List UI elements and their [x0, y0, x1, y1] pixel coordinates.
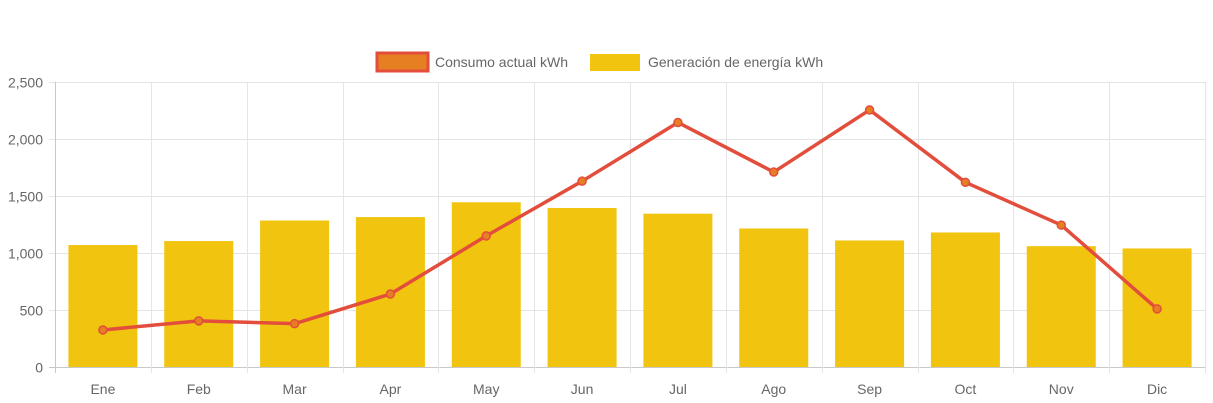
point-consumo[interactable] [577, 176, 587, 186]
point-consumo[interactable] [194, 316, 204, 326]
bar-generacion[interactable] [1026, 246, 1096, 367]
x-tick-label: Oct [955, 381, 977, 397]
point-consumo[interactable] [98, 325, 108, 335]
point-consumo[interactable] [673, 117, 683, 128]
generation-bars [68, 202, 1192, 367]
y-tick-label: 0 [35, 360, 43, 376]
grid [49, 82, 1206, 373]
legend-item-consumo[interactable]: Consumo actual kWh [375, 51, 568, 73]
bar-generacion[interactable] [260, 220, 330, 367]
x-tick-label: Nov [1049, 381, 1074, 397]
y-tick-label: 1,500 [8, 189, 43, 205]
axes: 0 500 1,000 1,500 2,000 2,500 Ene Feb Mar Apr May J… [8, 75, 1167, 398]
consumption-line [98, 105, 1162, 335]
bar-generacion[interactable] [835, 240, 905, 367]
legend-swatch-generacion [590, 54, 640, 71]
legend-label-consumo: Consumo actual kWh [435, 54, 568, 70]
x-tick-label: Jun [571, 381, 594, 397]
point-consumo[interactable] [1056, 220, 1066, 230]
x-tick-label: May [473, 381, 499, 397]
point-consumo[interactable] [864, 105, 875, 115]
point-consumo[interactable] [769, 167, 779, 177]
point-consumo[interactable] [1152, 304, 1162, 314]
legend-label-generacion: Generación de energía kWh [648, 54, 823, 70]
legend: Consumo actual kWh Generación de energía… [375, 51, 823, 73]
y-tick-label: 2,500 [8, 75, 43, 91]
x-tick-label: Dic [1147, 381, 1167, 397]
bar-generacion[interactable] [164, 241, 234, 367]
bar-generacion[interactable] [547, 207, 617, 367]
point-consumo[interactable] [385, 289, 396, 299]
x-tick-label: Feb [187, 381, 211, 397]
bar-generacion[interactable] [930, 232, 1000, 367]
bar-generacion[interactable] [68, 245, 138, 367]
y-tick-label: 500 [20, 303, 44, 319]
x-tick-label: Ene [90, 381, 115, 397]
y-tick-label: 2,000 [8, 132, 43, 148]
bar-generacion[interactable] [739, 228, 809, 367]
legend-swatch-consumo [375, 51, 430, 73]
bar-generacion[interactable] [451, 202, 521, 367]
x-tick-label: Ago [761, 381, 786, 397]
bar-generacion[interactable] [643, 213, 713, 367]
point-consumo[interactable] [289, 318, 300, 329]
x-tick-label: Mar [283, 381, 307, 397]
legend-item-generacion[interactable]: Generación de energía kWh [590, 54, 823, 71]
point-consumo[interactable] [481, 231, 491, 241]
x-tick-label: Sep [857, 381, 882, 397]
point-consumo[interactable] [960, 177, 971, 188]
line-consumo [102, 108, 1159, 332]
x-tick-label: Apr [380, 381, 402, 397]
x-tick-label: Jul [669, 381, 687, 397]
y-tick-label: 1,000 [8, 246, 43, 262]
